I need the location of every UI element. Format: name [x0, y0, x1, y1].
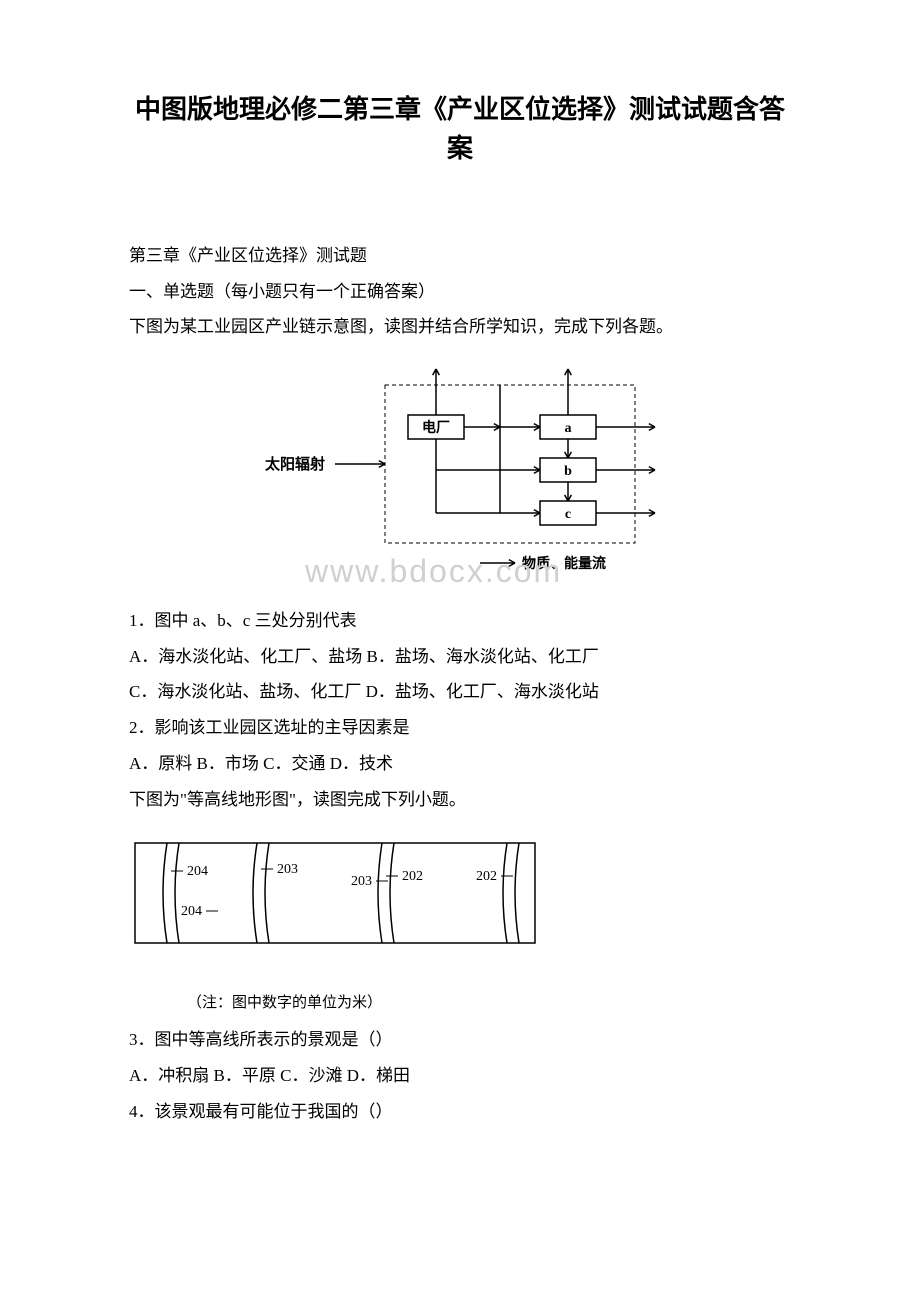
page-title: 中图版地理必修二第三章《产业区位选择》测试试题含答 案	[95, 90, 825, 168]
q3-stem: 3．图中等高线所表示的景观是（）	[95, 1022, 825, 1058]
diagram-1-container: 太阳辐射电厂abc物质、能量流 www.bdocx.com	[95, 363, 825, 593]
svg-text:202: 202	[476, 869, 497, 884]
title-line-2: 案	[447, 134, 473, 163]
svg-text:太阳辐射: 太阳辐射	[265, 455, 325, 473]
q2-options: A．原料 B．市场 C．交通 D．技术	[95, 746, 825, 782]
diagram-2-intro: 下图为"等高线地形图"，读图完成下列小题。	[95, 782, 825, 818]
section-heading: 第三章《产业区位选择》测试题	[95, 238, 825, 274]
instruction-1: 一、单选题（每小题只有一个正确答案）	[95, 274, 825, 310]
diagram-2-container: 204 204 203 203 202 202 （注：图中数字的单位为米）	[95, 835, 825, 1012]
svg-text:b: b	[564, 464, 572, 479]
svg-text:202: 202	[402, 869, 423, 884]
svg-text:204: 204	[187, 864, 208, 879]
diagram-2-caption: （注：图中数字的单位为米）	[127, 991, 825, 1012]
q1-options-cd: C．海水淡化站、盐场、化工厂 D．盐场、化工厂、海水淡化站	[95, 674, 825, 710]
flowchart-diagram: 太阳辐射 电厂 a b c 物质、能量流	[250, 363, 670, 588]
svg-text:a: a	[565, 421, 572, 436]
contour-diagram: 204 204 203 203 202 202	[127, 835, 557, 980]
q1-options-ab: A．海水淡化站、化工厂、盐场 B．盐场、海水淡化站、化工厂	[95, 639, 825, 675]
svg-text:物质、能量流: 物质、能量流	[522, 555, 606, 572]
q3-options: A．冲积扇 B．平原 C．沙滩 D．梯田	[95, 1058, 825, 1094]
q2-stem: 2．影响该工业园区选址的主导因素是	[95, 710, 825, 746]
svg-text:203: 203	[277, 862, 298, 877]
title-line-1: 中图版地理必修二第三章《产业区位选择》测试试题含答	[135, 95, 785, 124]
q4-stem: 4．该景观最有可能位于我国的（）	[95, 1094, 825, 1130]
instruction-2: 下图为某工业园区产业链示意图，读图并结合所学知识，完成下列各题。	[95, 309, 825, 345]
svg-text:204: 204	[181, 904, 202, 919]
svg-text:c: c	[565, 507, 571, 522]
q1-stem: 1．图中 a、b、c 三处分别代表	[95, 603, 825, 639]
svg-text:电厂: 电厂	[422, 419, 450, 436]
svg-text:203: 203	[351, 874, 372, 889]
